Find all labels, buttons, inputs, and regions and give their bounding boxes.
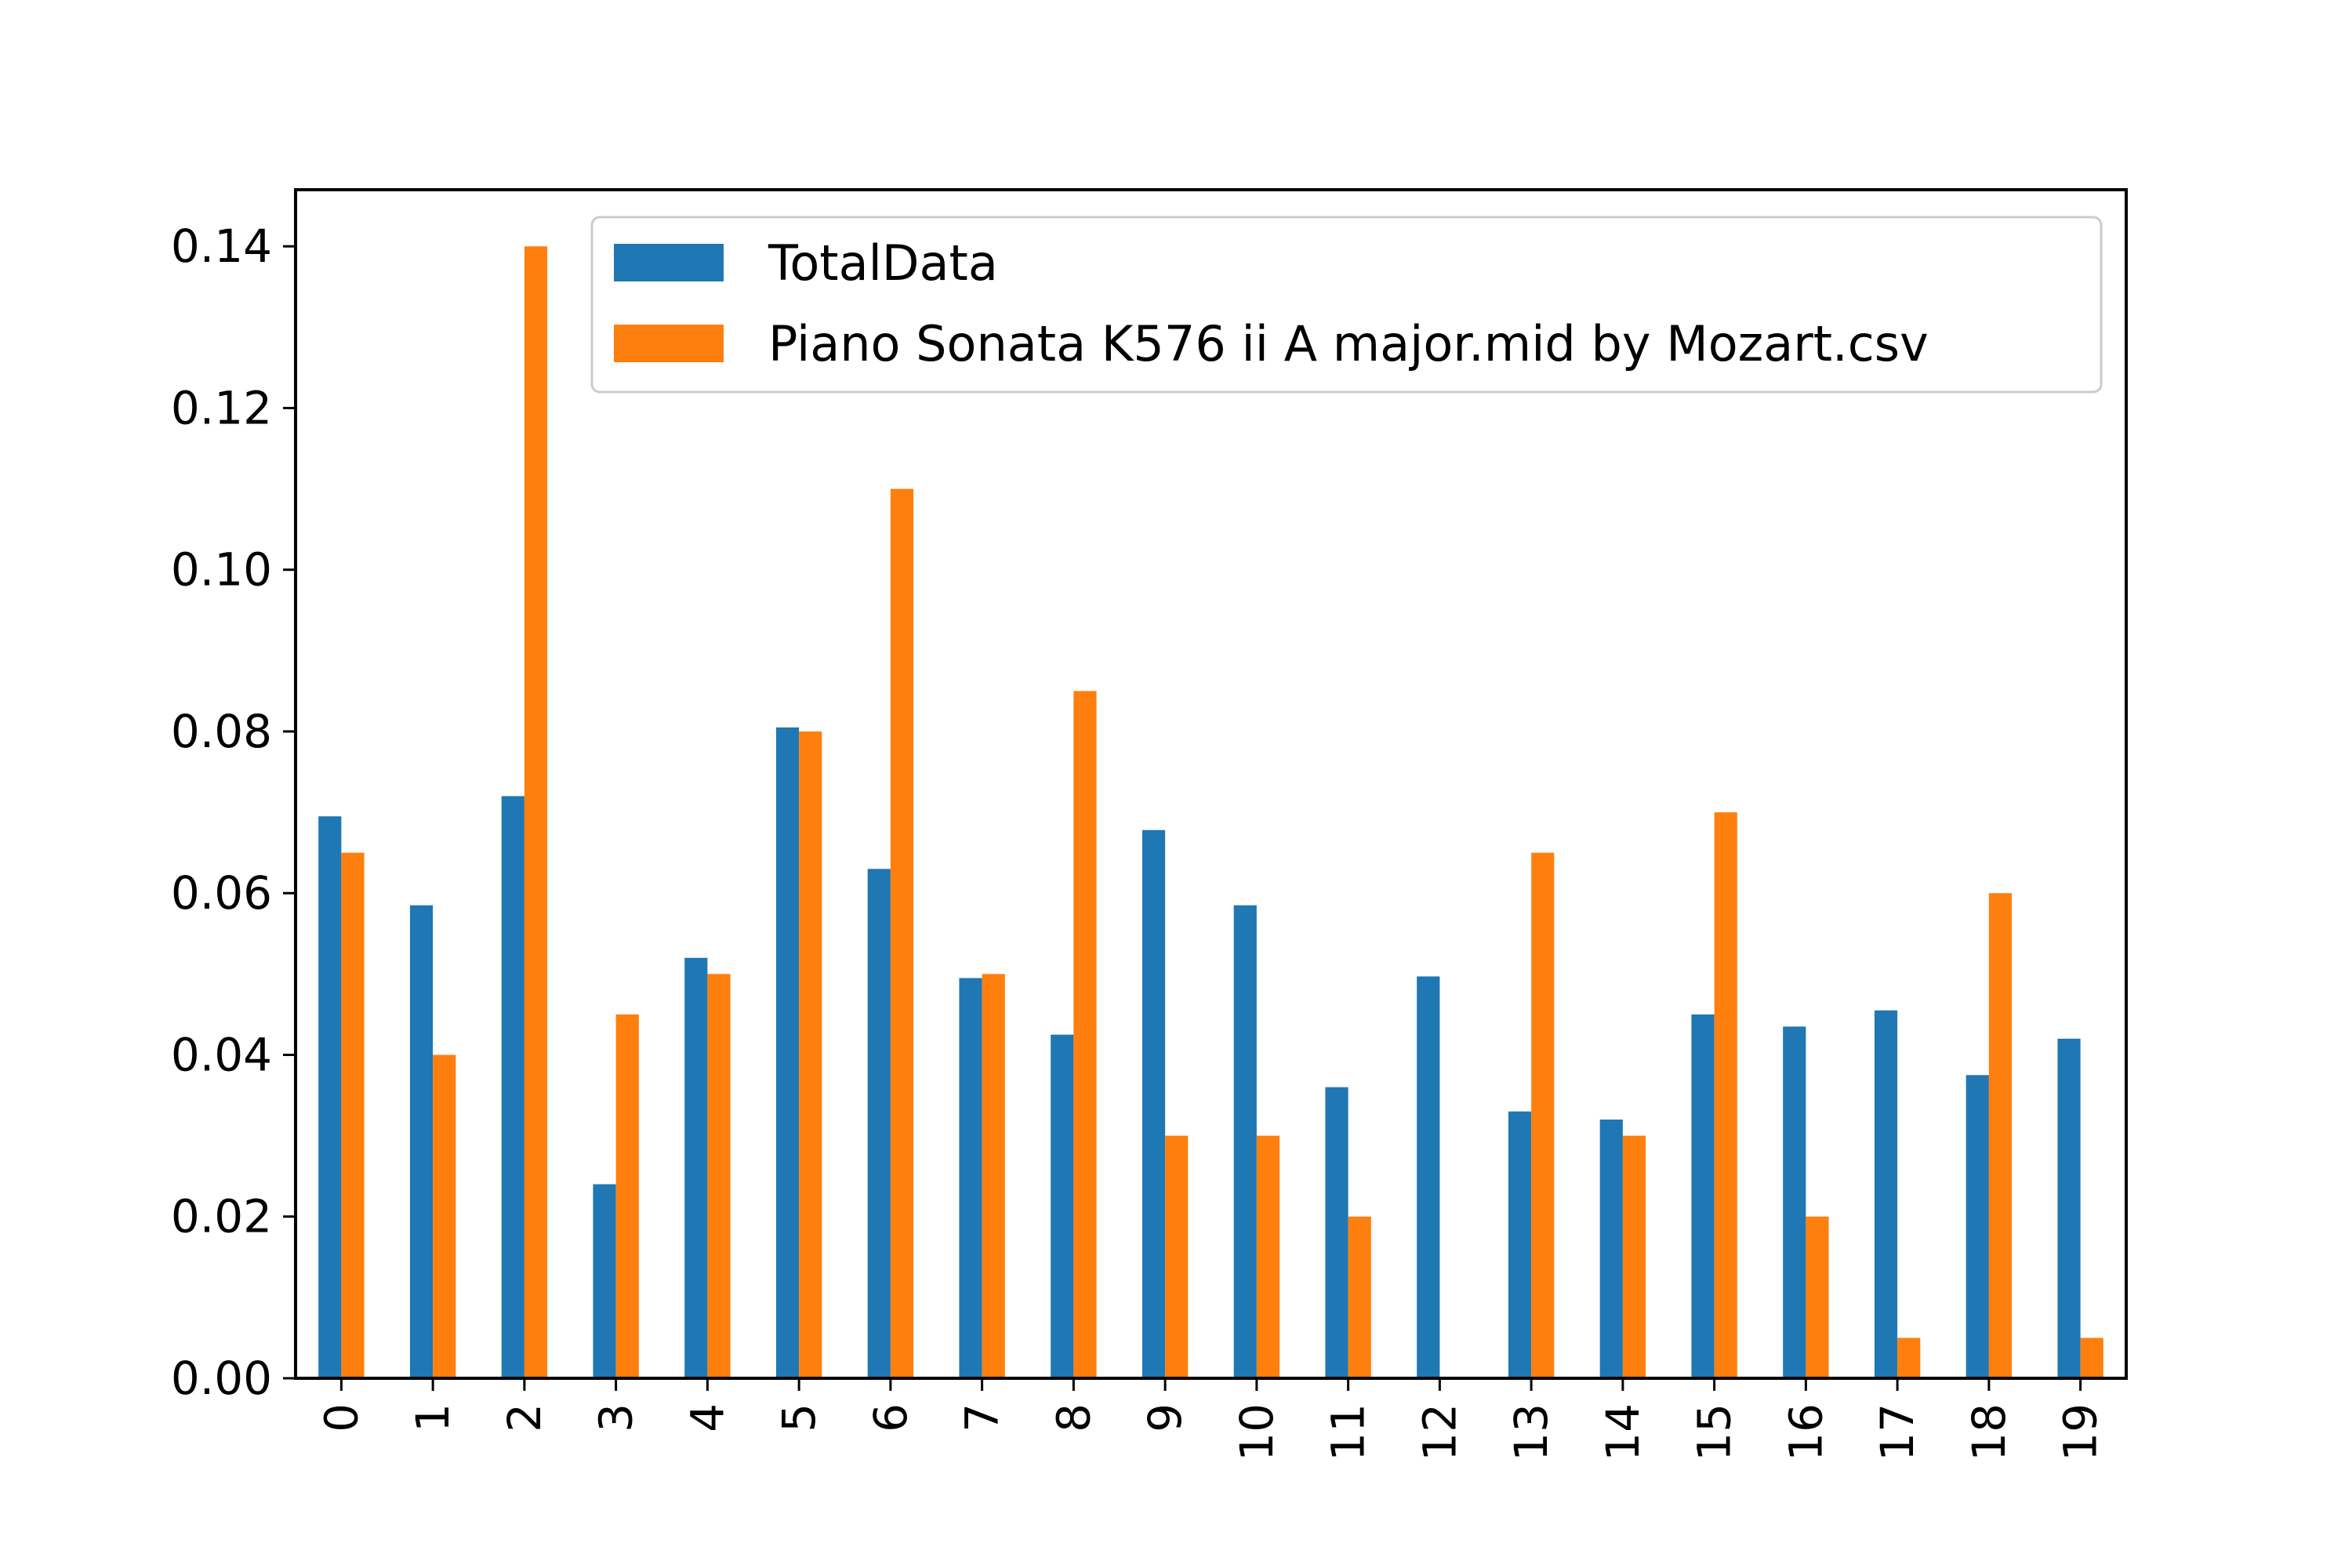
bar-totaldata-1 [409, 905, 434, 1378]
x-tick-label: 13 [1504, 1403, 1558, 1461]
bar-sonata-6 [890, 488, 914, 1378]
x-tick-label: 4 [681, 1403, 734, 1432]
bar-sonata-8 [1073, 691, 1097, 1378]
bar-sonata-14 [1622, 1135, 1646, 1378]
bar-sonata-15 [1714, 812, 1737, 1378]
bar-sonata-16 [1806, 1216, 1829, 1378]
x-tick-label: 11 [1322, 1403, 1375, 1461]
bar-sonata-5 [799, 731, 822, 1378]
bar-sonata-2 [524, 246, 548, 1379]
bar-sonata-10 [1256, 1135, 1280, 1378]
y-tick-label: 0.08 [171, 705, 272, 758]
legend-label-totaldata: TotalData [768, 234, 998, 292]
y-tick-label: 0.12 [171, 381, 272, 434]
bar-sonata-18 [1988, 893, 2013, 1378]
bars-layer [318, 246, 2103, 1379]
legend-frame [590, 216, 2103, 394]
x-tick-label: 12 [1413, 1403, 1466, 1461]
bar-totaldata-10 [1233, 905, 1257, 1378]
bar-totaldata-9 [1142, 829, 1166, 1378]
bar-sonata-1 [433, 1054, 456, 1378]
x-tick-label: 10 [1230, 1403, 1283, 1461]
bar-totaldata-16 [1783, 1026, 1806, 1378]
x-tick-label: 15 [1688, 1403, 1741, 1461]
x-tick-label: 7 [956, 1403, 1009, 1432]
x-tick-label: 18 [1962, 1403, 2016, 1461]
x-tick-label: 8 [1047, 1403, 1100, 1432]
x-tick-label: 2 [498, 1403, 551, 1432]
x-tick-label: 5 [772, 1403, 826, 1432]
x-tick-label: 14 [1596, 1403, 1650, 1461]
bar-sonata-11 [1348, 1216, 1371, 1378]
y-tick-label: 0.06 [171, 866, 272, 920]
legend: TotalData Piano Sonata K576 ii A major.mi… [590, 216, 2103, 394]
x-tick-label: 0 [314, 1403, 368, 1432]
bar-sonata-13 [1531, 852, 1555, 1378]
x-tick-label: 17 [1871, 1403, 1924, 1461]
bar-totaldata-0 [318, 816, 342, 1378]
plot-frame [294, 188, 2128, 1380]
bar-sonata-4 [707, 974, 731, 1378]
bar-totaldata-18 [1965, 1075, 1989, 1378]
y-tick-label: 0.14 [171, 220, 272, 273]
bar-sonata-19 [2080, 1338, 2103, 1378]
bar-totaldata-6 [867, 869, 891, 1378]
bar-totaldata-13 [1508, 1111, 1532, 1378]
axes-layer: 0.000.020.040.060.080.100.120.140 1 2 3 4 5 6 7… [171, 188, 2128, 1461]
x-tick-label: 3 [590, 1403, 643, 1432]
legend-swatch-sonata [614, 325, 724, 362]
bar-totaldata-5 [775, 727, 800, 1378]
bar-totaldata-17 [1874, 1010, 1898, 1378]
x-tick-label: 9 [1138, 1403, 1192, 1432]
bar-sonata-7 [982, 974, 1005, 1378]
bar-totaldata-2 [501, 796, 524, 1378]
x-tick-label: 19 [2054, 1403, 2107, 1461]
legend-swatch-totaldata [614, 244, 724, 281]
x-tick-label: 1 [406, 1403, 459, 1432]
bar-totaldata-19 [2057, 1038, 2081, 1378]
bar-totaldata-14 [1599, 1119, 1623, 1378]
bar-sonata-9 [1165, 1135, 1189, 1378]
bar-sonata-0 [341, 852, 365, 1378]
x-tick-label: 6 [864, 1403, 917, 1432]
y-tick-label: 0.04 [171, 1028, 272, 1081]
x-tick-label: 16 [1779, 1403, 1832, 1461]
y-tick-label: 0.10 [171, 543, 272, 597]
bar-totaldata-12 [1417, 976, 1440, 1378]
bar-totaldata-7 [959, 978, 982, 1378]
bar-totaldata-8 [1051, 1034, 1074, 1378]
bar-totaldata-15 [1691, 1014, 1715, 1378]
y-tick-label: 0.02 [171, 1190, 272, 1243]
bar-totaldata-4 [684, 957, 708, 1378]
legend-label-sonata: Piano Sonata K576 ii A major.mid by Moza… [768, 315, 1929, 372]
bar-sonata-17 [1897, 1338, 1921, 1378]
bar-sonata-3 [615, 1014, 639, 1378]
bar-totaldata-11 [1325, 1087, 1348, 1378]
bar-totaldata-3 [593, 1184, 616, 1378]
y-tick-label: 0.00 [171, 1352, 272, 1405]
